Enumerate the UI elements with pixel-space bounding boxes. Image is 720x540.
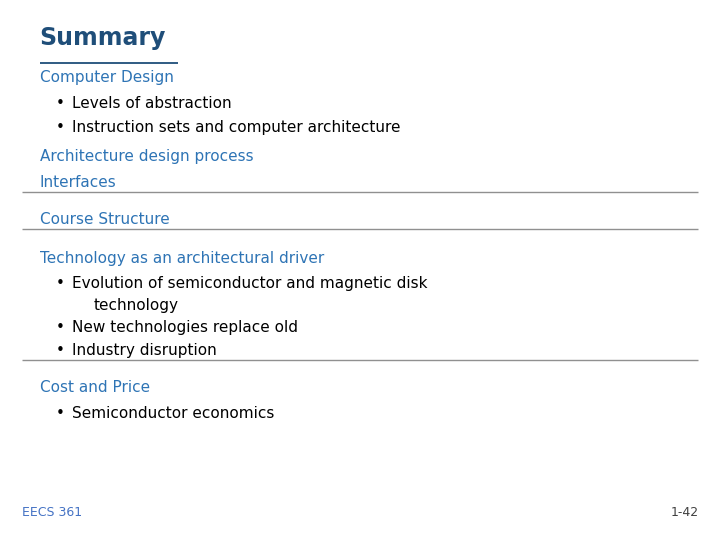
- Text: Levels of abstraction: Levels of abstraction: [72, 96, 232, 111]
- Text: •: •: [56, 96, 65, 111]
- Text: Semiconductor economics: Semiconductor economics: [72, 406, 274, 421]
- Text: •: •: [56, 406, 65, 421]
- Text: Architecture design process: Architecture design process: [40, 148, 253, 164]
- Text: Evolution of semiconductor and magnetic disk: Evolution of semiconductor and magnetic …: [72, 276, 428, 292]
- Text: Instruction sets and computer architecture: Instruction sets and computer architectu…: [72, 120, 400, 135]
- Text: technology: technology: [94, 298, 179, 313]
- Text: EECS 361: EECS 361: [22, 507, 82, 519]
- Text: Cost and Price: Cost and Price: [40, 380, 150, 395]
- Text: Course Structure: Course Structure: [40, 212, 169, 227]
- Text: •: •: [56, 343, 65, 358]
- Text: Industry disruption: Industry disruption: [72, 343, 217, 358]
- Text: Summary: Summary: [40, 26, 166, 50]
- Text: New technologies replace old: New technologies replace old: [72, 320, 298, 335]
- Text: Interfaces: Interfaces: [40, 175, 117, 190]
- Text: •: •: [56, 120, 65, 135]
- Text: Technology as an architectural driver: Technology as an architectural driver: [40, 251, 324, 266]
- Text: •: •: [56, 276, 65, 292]
- Text: Computer Design: Computer Design: [40, 70, 174, 85]
- Text: •: •: [56, 320, 65, 335]
- Text: 1-42: 1-42: [670, 507, 698, 519]
